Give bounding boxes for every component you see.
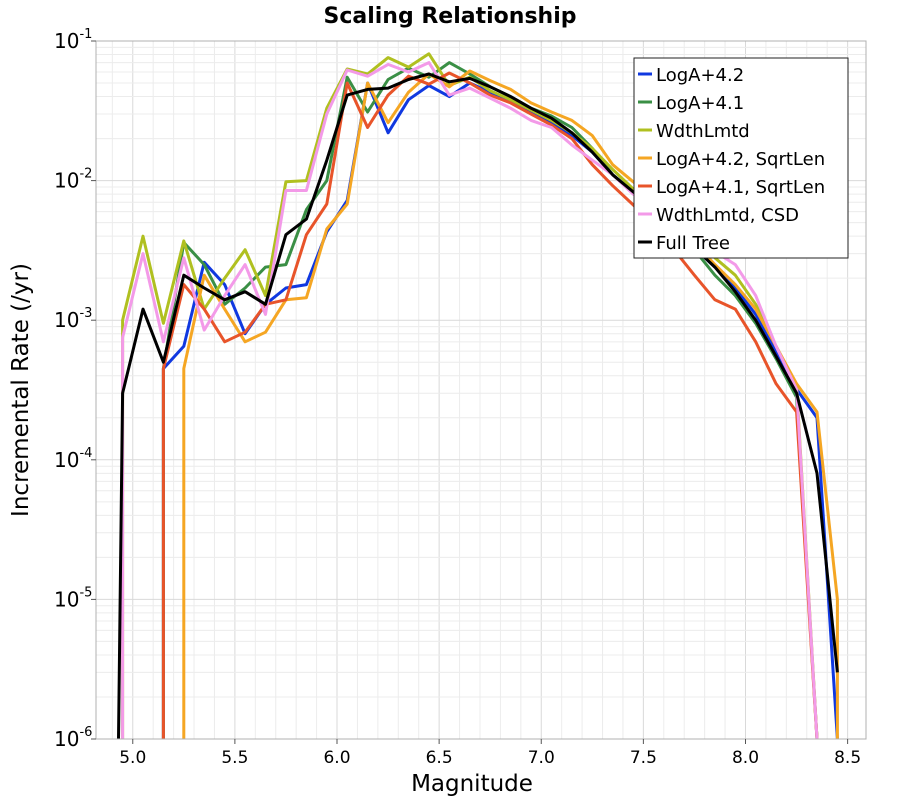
y-axis-ticks: 10-6 10-5 10-4 10-3 10-2 10-1 [54,27,96,751]
legend-entry: Full Tree [656,233,730,254]
series-line [117,72,839,739]
x-axis-ticks: 5.0 5.5 6.0 6.5 7.0 7.5 8.0 8.5 [119,739,861,768]
y-tick-label: 10-5 [54,585,92,611]
x-tick-label: 7.5 [630,748,657,768]
legend-entry: LogA+4.2 [656,65,744,86]
x-tick-label: 7.0 [528,748,555,768]
x-tick-label: 5.0 [119,748,146,768]
y-tick-label: 10-2 [54,167,92,193]
x-tick-label: 8.5 [834,748,861,768]
y-tick-label: 10-4 [54,446,92,472]
x-tick-label: 6.5 [426,748,453,768]
legend-entry: LogA+4.1 [656,93,744,114]
plot-frame [95,40,867,740]
y-tick-label: 10-1 [54,27,92,53]
legend-entry: WdthLmtd [656,121,750,142]
x-tick-label: 6.0 [323,748,350,768]
x-tick-label: 5.5 [221,748,248,768]
y-tick-label: 10-6 [54,725,92,751]
legend: LogA+4.2 LogA+4.1 WdthLmtd LogA+4.2, SqrtLe… [633,57,849,259]
x-tick-label: 8.0 [732,748,759,768]
grid [96,40,866,740]
x-axis-label: Magnitude [411,771,533,797]
y-axis-label: Incremental Rate (/yr) [8,263,34,517]
legend-entry: LogA+4.2, SqrtLen [656,149,825,170]
series-line [182,69,839,739]
chart-title: Scaling Relationship [323,4,576,29]
legend-entry: WdthLmtd, CSD [656,205,799,226]
y-tick-label: 10-3 [54,306,92,332]
series-line [161,71,819,739]
series-line [161,61,819,739]
legend-box [633,57,849,259]
legend-entry: LogA+4.1, SqrtLen [656,177,825,198]
